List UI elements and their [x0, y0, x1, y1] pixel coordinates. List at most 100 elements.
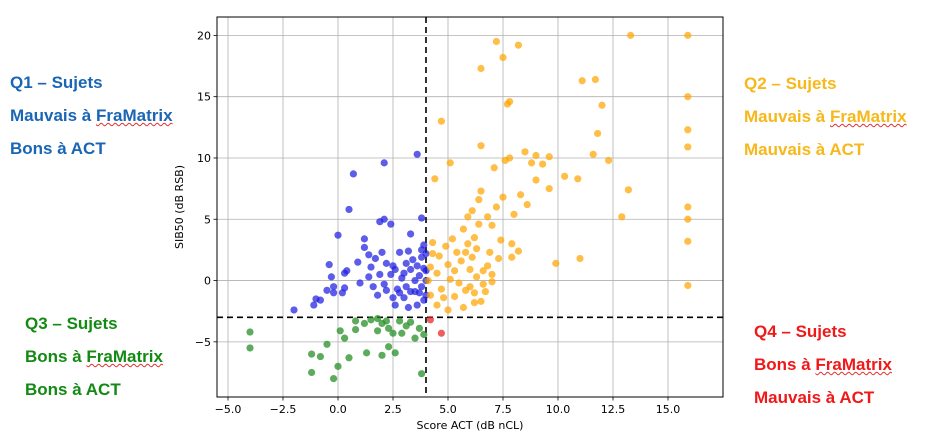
q2-data-point — [453, 248, 461, 256]
q1-data-point — [323, 286, 331, 294]
q2-data-point — [433, 269, 441, 277]
q2-data-point — [464, 240, 472, 248]
q3-data-point — [374, 327, 382, 335]
q2-data-point — [457, 257, 465, 265]
q1-data-point — [418, 214, 426, 222]
q1-data-point — [380, 280, 388, 288]
x-tick-label: 0.0 — [329, 403, 347, 416]
q3-data-point — [336, 327, 344, 335]
x-tick-label: 7.5 — [494, 403, 512, 416]
q2-data-point — [433, 301, 441, 309]
q2-data-point — [605, 156, 613, 165]
q1-data-point — [402, 283, 410, 291]
q1-data-point — [330, 289, 338, 297]
q2-data-point — [508, 240, 516, 248]
q1-data-point — [343, 267, 351, 275]
q3-data-point — [382, 317, 390, 325]
q2-data-point — [475, 220, 483, 228]
q3-data-point — [246, 328, 254, 336]
q2-data-point — [459, 225, 467, 233]
q1-data-point — [316, 296, 324, 304]
q3-data-point — [341, 334, 349, 342]
q3-data-point — [418, 370, 426, 378]
q1-data-point — [360, 235, 368, 243]
q4-framatrix-brand: FraMatrix — [815, 355, 892, 374]
q4-title: Q4 – Sujets — [754, 322, 847, 341]
x-tick-label: 15.0 — [656, 403, 681, 416]
q1-data-point — [420, 241, 428, 249]
q1-data-point — [415, 272, 423, 280]
q3-data-point — [415, 324, 423, 332]
q2-data-point — [462, 248, 470, 256]
q1-data-point — [369, 283, 377, 291]
q2-data-point — [545, 153, 553, 161]
q2-data-point — [618, 213, 626, 221]
q2-data-point — [470, 289, 478, 297]
q3-annotation: Q3 – Sujets Bons à FraMatrix Bons à ACT — [25, 315, 163, 414]
q2-data-point — [429, 238, 437, 247]
q1-data-point — [391, 265, 399, 274]
q1-data-point — [400, 269, 408, 277]
q3-data-point — [323, 340, 331, 348]
q1-data-point — [376, 270, 384, 279]
x-tick-label: 5.0 — [439, 403, 457, 416]
q2-data-point — [578, 77, 586, 85]
q1-title: Q1 – Sujets — [10, 73, 103, 92]
q2-title: Q2 – Sujets — [744, 74, 837, 93]
q2-data-point — [448, 235, 456, 243]
q3-data-point — [246, 344, 254, 352]
y-tick-label: −5 — [195, 336, 211, 349]
q2-framatrix-prefix: Mauvais à — [744, 107, 830, 126]
q3-data-point — [360, 319, 368, 328]
q1-data-point — [365, 251, 373, 259]
y-tick-label: 0 — [204, 275, 211, 288]
q4-annotation: Q4 – Sujets Bons à FraMatrix Mauvais à A… — [754, 323, 892, 422]
q4-act-line: Mauvais à ACT — [754, 388, 875, 407]
x-tick-label: −5.0 — [215, 403, 242, 416]
q2-data-point — [514, 41, 523, 49]
q2-data-point — [484, 213, 492, 221]
q1-data-point — [374, 291, 382, 299]
q2-data-point — [523, 200, 531, 209]
q1-act-line: Bons à ACT — [10, 139, 106, 158]
q3-data-point — [374, 314, 382, 323]
q2-data-point — [552, 259, 560, 267]
q3-data-point — [352, 325, 360, 334]
q1-data-point — [334, 231, 342, 239]
q2-data-point — [499, 193, 507, 201]
q2-data-point — [435, 252, 443, 260]
q2-data-point — [488, 278, 496, 286]
q2-data-point — [598, 101, 606, 109]
q2-data-point — [499, 53, 507, 62]
x-tick-label: −2.5 — [270, 403, 297, 416]
q4-framatrix-line: Bons à FraMatrix — [754, 356, 892, 373]
q2-data-point — [437, 117, 445, 125]
data-points — [246, 31, 692, 383]
q2-data-point — [473, 245, 481, 253]
y-axis-label: SIB50 (dB RSB) — [173, 165, 186, 249]
q3-data-point — [363, 349, 371, 357]
q1-data-point — [387, 220, 395, 228]
q1-data-point — [345, 205, 353, 214]
q2-data-point — [426, 291, 434, 299]
q3-framatrix-prefix: Bons à — [25, 347, 87, 366]
q2-data-point — [589, 150, 597, 158]
q1-data-point — [411, 276, 419, 285]
q2-data-point — [429, 249, 437, 258]
q1-data-point — [391, 301, 399, 309]
q3-framatrix-line: Bons à FraMatrix — [25, 348, 163, 365]
q2-data-point — [521, 148, 529, 156]
q2-data-point — [481, 287, 489, 296]
q2-data-point — [426, 263, 434, 271]
q2-data-point — [464, 213, 472, 221]
q1-data-point — [365, 273, 373, 281]
q2-framatrix-line: Mauvais à FraMatrix — [744, 108, 907, 125]
q1-data-point — [330, 283, 338, 291]
q2-data-point — [684, 143, 692, 151]
q2-data-point — [684, 281, 692, 290]
q1-annotation: Q1 – Sujets Mauvais à FraMatrix Bons à A… — [10, 74, 173, 173]
y-tick-label: 10 — [197, 152, 211, 165]
q3-data-point — [398, 329, 406, 337]
q2-data-point — [451, 267, 459, 275]
q2-data-point — [442, 242, 450, 250]
